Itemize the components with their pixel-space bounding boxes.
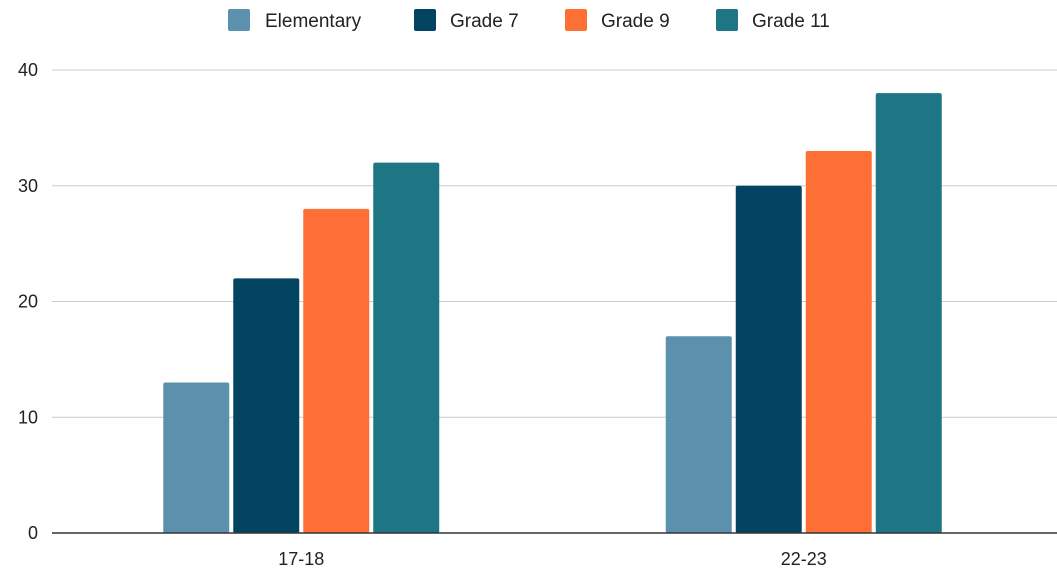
- y-axis-ticks: 0 10 20 30 40: [18, 60, 38, 543]
- bar-grade-9-17-18: [303, 208, 370, 533]
- legend-label: Elementary: [265, 11, 362, 32]
- legend-swatch: [414, 9, 436, 31]
- bar-grade-11-22-23: [875, 93, 942, 534]
- y-tick-label: 40: [18, 60, 38, 80]
- x-axis-labels: 17-18 22-23: [278, 549, 827, 569]
- legend-swatch: [565, 9, 587, 31]
- bar-elementary-22-23: [665, 336, 732, 533]
- bars: [163, 93, 942, 534]
- legend-label: Grade 9: [601, 11, 670, 32]
- x-tick-label: 17-18: [278, 549, 324, 569]
- y-tick-label: 20: [18, 292, 38, 312]
- legend-label: Grade 11: [752, 11, 830, 32]
- x-tick-label: 22-23: [781, 549, 827, 569]
- bar-grade-7-17-18: [233, 278, 300, 533]
- bar-grade-9-22-23: [805, 151, 872, 533]
- bar-grade-11-17-18: [373, 162, 440, 533]
- y-tick-label: 10: [18, 407, 38, 427]
- y-tick-label: 0: [28, 523, 38, 543]
- y-tick-label: 30: [18, 176, 38, 196]
- legend-swatch: [716, 9, 738, 31]
- legend: Elementary Grade 7 Grade 9 Grade 11: [228, 9, 830, 32]
- legend-swatch: [228, 9, 250, 31]
- bar-elementary-17-18: [163, 382, 230, 533]
- legend-label: Grade 7: [450, 11, 519, 32]
- bar-grade-7-22-23: [735, 185, 802, 533]
